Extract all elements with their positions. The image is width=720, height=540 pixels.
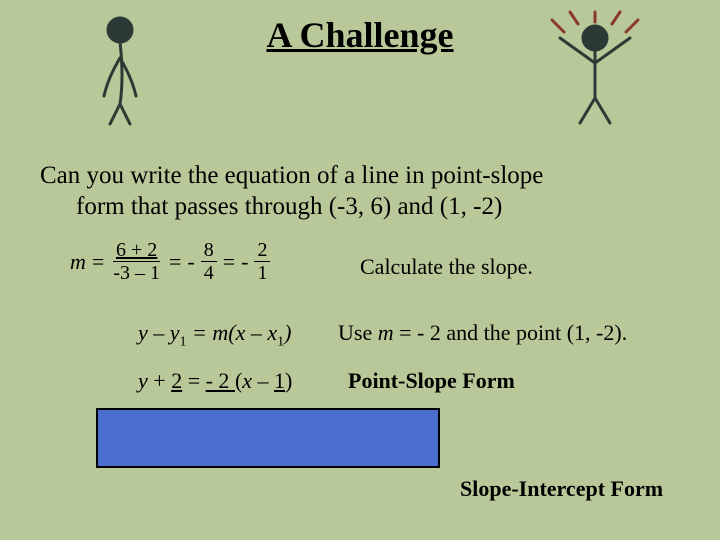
fraction-3-den: 1	[254, 262, 270, 283]
fraction-1-den: -3 – 1	[110, 262, 163, 283]
eq-minus: –	[252, 368, 274, 393]
point-slope-equation: y + 2 = - 2 (x – 1)	[138, 368, 292, 394]
slope-note: Calculate the slope.	[360, 254, 533, 280]
eq-neg2: - 2	[206, 368, 235, 393]
equals-1: =	[92, 249, 104, 275]
fraction-3-num: 2	[254, 240, 270, 262]
fraction-1: 6 + 2 -3 – 1	[110, 240, 163, 283]
hidden-answer-box	[96, 408, 440, 468]
eq-y: y	[138, 368, 148, 393]
eq-rp: )	[285, 368, 292, 393]
slope-calculation: m = 6 + 2 -3 – 1 = - 8 4 = - 2 1	[70, 240, 270, 283]
ps-lp: (	[228, 320, 235, 345]
ps-minus-1: –	[148, 320, 170, 345]
point-slope-formula: y – y1 = m(x – x1)	[138, 320, 291, 350]
fraction-2-den: 4	[201, 262, 217, 283]
ps-m: m	[212, 320, 228, 345]
ps-sub1a: 1	[180, 334, 187, 349]
neg-1: -	[187, 249, 194, 275]
eq-eq: =	[182, 368, 205, 393]
eq-2: 2	[171, 368, 182, 393]
slope-intercept-label: Slope-Intercept Form	[460, 476, 663, 502]
question-line-2: form that passes through (-3, 6) and (1,…	[40, 191, 680, 222]
equals-3: =	[223, 249, 235, 275]
ps-x1: x	[267, 320, 277, 345]
ps-minus-2: –	[245, 320, 267, 345]
fraction-1-num: 6 + 2	[113, 240, 160, 262]
neg-2: -	[241, 249, 248, 275]
ps-x: x	[236, 320, 246, 345]
point-slope-label: Point-Slope Form	[348, 368, 515, 394]
equals-2: =	[169, 249, 181, 275]
eq-x: x	[242, 368, 252, 393]
eq-1: 1	[274, 368, 285, 393]
ps-rp: )	[284, 320, 291, 345]
fraction-3: 2 1	[254, 240, 270, 283]
note-b: = - 2 and the point (1, -2).	[394, 320, 628, 345]
use-m-note: Use m = - 2 and the point (1, -2).	[338, 320, 627, 346]
note-a: Use	[338, 320, 378, 345]
question-text: Can you write the equation of a line in …	[40, 160, 680, 223]
ps-y1: y	[170, 320, 180, 345]
challenge-figure-left	[90, 8, 170, 133]
eq-plus: +	[148, 368, 171, 393]
var-m: m	[70, 249, 86, 275]
ps-y: y	[138, 320, 148, 345]
fraction-2: 8 4	[201, 240, 217, 283]
challenge-figure-right	[540, 8, 650, 133]
note-m: m	[378, 320, 394, 345]
fraction-2-num: 8	[201, 240, 217, 262]
ps-eq: =	[187, 320, 213, 345]
question-line-1: Can you write the equation of a line in …	[40, 160, 680, 191]
